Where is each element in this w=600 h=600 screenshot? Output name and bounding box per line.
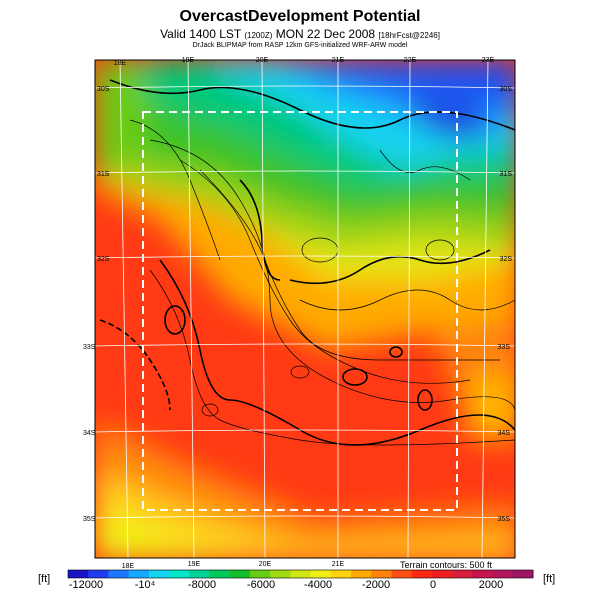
lat-label-right-33S: 33S bbox=[498, 344, 511, 351]
colorbar-swatch bbox=[391, 570, 413, 578]
chart-title: OvercastDevelopment Potential bbox=[179, 8, 421, 25]
colorbar-swatch bbox=[148, 570, 170, 578]
colorbar-swatch bbox=[512, 570, 534, 578]
lat-label-left-30S: 30S bbox=[97, 86, 110, 93]
lat-label-right-30S: 30S bbox=[500, 86, 513, 93]
valid-time: Valid 1400 LST bbox=[160, 27, 242, 41]
colorbar-tick-label: -4000 bbox=[303, 579, 333, 591]
lon-label-bottom-19E: 19E bbox=[188, 561, 201, 568]
colorbar-tick-label: -12000 bbox=[68, 579, 104, 591]
lon-label-top-19E: 19E bbox=[182, 57, 195, 64]
colorbar-swatch bbox=[108, 570, 130, 578]
model-credit: DrJack BLIPMAP from RASP 12km GFS-initia… bbox=[192, 42, 408, 49]
colorbar-swatch bbox=[492, 570, 514, 578]
lon-label-top-18E: 18E bbox=[114, 60, 127, 67]
lon-label-bottom-21E: 21E bbox=[332, 561, 345, 568]
lat-label-right-34S: 34S bbox=[498, 430, 511, 437]
valid-date: MON 22 Dec 2008 bbox=[275, 27, 376, 41]
colorbar-swatch bbox=[330, 570, 352, 578]
colorbar-swatch bbox=[371, 570, 392, 578]
colorbar-tick-label: -8000 bbox=[187, 579, 217, 591]
map-frame bbox=[94, 59, 516, 559]
lat-label-right-31S: 31S bbox=[500, 171, 513, 178]
lon-label-top-21E: 21E bbox=[332, 57, 345, 64]
forecast-run: [18hrFcst@2246] bbox=[378, 31, 440, 40]
utc-time: (1200Z) bbox=[244, 31, 273, 40]
colorbar-unit-right: [ft] bbox=[543, 573, 556, 585]
colorbar-tick-label: 0 bbox=[429, 579, 437, 591]
lat-label-left-34S: 34S bbox=[83, 430, 96, 437]
colorbar-unit-left: [ft] bbox=[38, 573, 51, 585]
colorbar-swatch bbox=[351, 570, 372, 578]
lon-label-top-23E: 23E bbox=[482, 57, 495, 64]
colorbar-tick-label: -2000 bbox=[361, 579, 391, 591]
lon-label-bottom-20E: 20E bbox=[259, 561, 272, 568]
lat-label-left-33S: 33S bbox=[83, 344, 96, 351]
terrain-contour-note: Terrain contours: 500 ft bbox=[400, 560, 493, 570]
lat-label-left-32S: 32S bbox=[97, 256, 110, 263]
colorbar-swatch bbox=[310, 570, 332, 578]
colorbar-swatch bbox=[229, 570, 251, 578]
colorbar-swatch bbox=[411, 570, 433, 578]
colorbar-tick-label: -10⁴ bbox=[134, 579, 156, 591]
lat-label-left-31S: 31S bbox=[97, 171, 110, 178]
lat-label-left-35S: 35S bbox=[83, 516, 96, 523]
colorbar-swatch bbox=[249, 570, 271, 578]
colorbar-swatch bbox=[270, 570, 291, 578]
colorbar-swatch bbox=[290, 570, 312, 578]
lon-label-top-22E: 22E bbox=[404, 57, 417, 64]
colorbar-swatch bbox=[169, 570, 190, 578]
lon-label-bottom-18E: 18E bbox=[122, 563, 135, 570]
colorbar-swatch bbox=[68, 570, 89, 578]
colorbar-swatch bbox=[472, 570, 494, 578]
colorbar bbox=[67, 569, 534, 579]
inner-domain-box bbox=[142, 111, 458, 511]
lon-label-top-20E: 20E bbox=[256, 57, 269, 64]
colorbar-swatch bbox=[128, 570, 150, 578]
colorbar-swatch bbox=[189, 570, 211, 578]
colorbar-swatch bbox=[431, 570, 453, 578]
chart-subtitle: Valid 1400 LST (1200Z) MON 22 Dec 2008 [… bbox=[0, 27, 600, 41]
colorbar-tick-label: 2000 bbox=[478, 579, 504, 591]
colorbar-tick-label: -6000 bbox=[246, 579, 276, 591]
lat-label-right-35S: 35S bbox=[498, 516, 511, 523]
colorbar-swatch bbox=[209, 570, 231, 578]
colorbar-frame bbox=[67, 569, 534, 579]
colorbar-swatch bbox=[452, 570, 473, 578]
lat-label-right-32S: 32S bbox=[500, 256, 513, 263]
colorbar-swatch bbox=[88, 570, 109, 578]
